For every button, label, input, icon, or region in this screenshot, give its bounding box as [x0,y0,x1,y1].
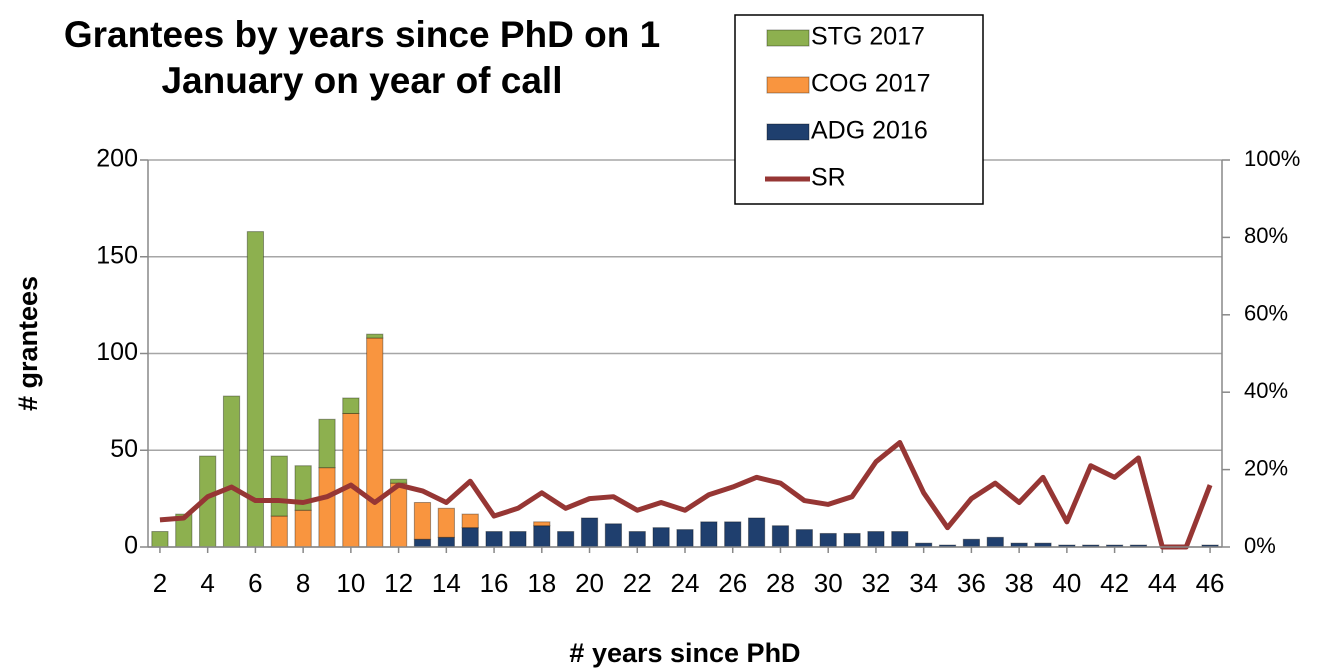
y2-tick-label: 40% [1244,378,1288,403]
y-axis-label: # grantees [13,276,43,411]
bar [437,536,455,548]
x-tick-label: 32 [861,568,890,598]
x-tick-label: 10 [336,568,365,598]
bar [652,527,670,548]
y2-tick-label: 20% [1244,455,1288,480]
x-tick-label: 12 [384,568,413,598]
legend-box [734,14,984,205]
x-tick-label: 28 [766,568,795,598]
bar [342,397,360,414]
bar [891,531,909,548]
y-tick-label: 200 [96,145,138,173]
bar [342,412,360,548]
x-tick-label: 42 [1100,568,1129,598]
x-tick-label: 38 [1005,568,1034,598]
bar [628,531,646,548]
bar [366,333,384,339]
y-tick-label: 100 [96,338,138,366]
y-tick-label: 50 [110,435,138,463]
bar [270,455,288,517]
y-tick-label: 150 [96,241,138,269]
bar [461,513,479,529]
x-tick-label: 24 [671,568,700,598]
x-tick-label: 22 [623,568,652,598]
bar [222,395,241,548]
bar [724,521,742,548]
x-tick-label: 16 [480,568,509,598]
bar [771,525,790,548]
bar [389,482,408,548]
bar [437,507,455,538]
bar [413,538,432,548]
bar [700,521,718,548]
legend-label: ADG 2016 [811,117,928,145]
y2-tick-label: 0% [1244,533,1276,558]
bar [485,531,503,548]
x-tick-label: 2 [153,568,167,598]
y2-tick-label: 80% [1244,223,1288,248]
bar [270,515,288,548]
bar [986,536,1004,548]
bar [533,521,551,527]
legend-swatch [766,123,810,141]
bar [151,531,169,548]
legend-swatch [766,29,810,47]
y-tick-label: 0 [124,532,138,560]
bar [867,531,885,548]
bar [676,529,694,548]
bar [962,538,981,548]
bar [318,418,336,469]
line [159,440,1213,550]
x-tick-label: 8 [296,568,310,598]
x-tick-label: 44 [1148,568,1177,598]
x-tick-label: 26 [718,568,747,598]
bar [366,337,384,548]
chart-title: Grantees by years since PhD on 1 January… [63,14,661,101]
legend-label: STG 2017 [811,23,925,51]
bar [461,527,479,548]
bar [843,532,861,548]
x-tick-label: 14 [432,568,461,598]
x-tick-label: 36 [957,568,986,598]
x-tick-label: 30 [814,568,843,598]
legend-label: COG 2017 [811,70,931,98]
bar [557,531,575,548]
legend-label: SR [811,164,846,192]
y2-tick-label: 100% [1244,146,1300,171]
bar [413,501,432,540]
x-tick-label: 6 [248,568,262,598]
bar [294,509,312,548]
bar [389,478,408,484]
y2-tick-label: 60% [1244,301,1288,326]
bar [795,529,813,548]
x-tick-label: 4 [200,568,214,598]
x-tick-label: 20 [575,568,604,598]
bar [580,517,599,548]
x-axis-label: # years since PhD [569,638,800,668]
x-tick-label: 18 [527,568,556,598]
bar [604,523,623,548]
bar [509,531,527,548]
x-tick-label: 34 [909,568,938,598]
x-tick-label: 40 [1052,568,1081,598]
x-tick-label: 46 [1196,568,1225,598]
bar [747,517,766,548]
bar [533,525,551,548]
legend-swatch [766,76,810,94]
bar [819,532,837,548]
bar [318,467,336,548]
